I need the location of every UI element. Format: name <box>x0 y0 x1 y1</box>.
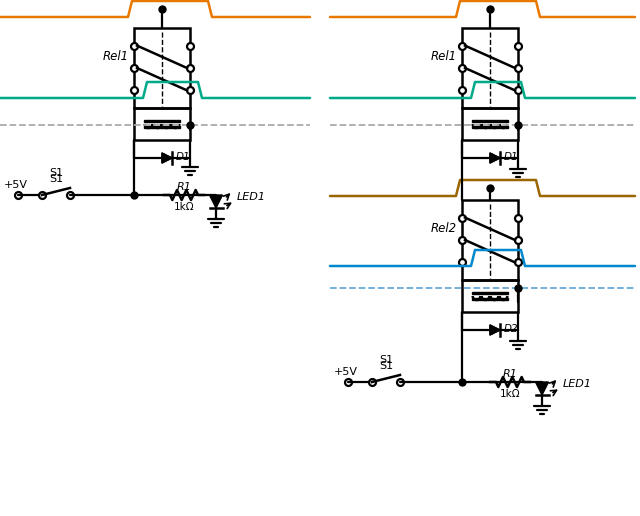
Bar <box>462 280 518 312</box>
Text: LED1: LED1 <box>237 192 266 202</box>
Polygon shape <box>472 298 508 300</box>
Text: D1: D1 <box>504 152 518 162</box>
Polygon shape <box>490 153 500 163</box>
Polygon shape <box>490 325 500 335</box>
Text: 1kΩ: 1kΩ <box>500 389 520 399</box>
Polygon shape <box>144 120 180 122</box>
Text: +5V: +5V <box>334 367 358 377</box>
Text: R1: R1 <box>502 369 517 379</box>
Polygon shape <box>144 126 180 128</box>
Text: Rel1: Rel1 <box>431 50 457 62</box>
Text: +5V: +5V <box>4 180 28 190</box>
Text: S1: S1 <box>49 174 63 184</box>
Polygon shape <box>162 153 172 163</box>
Bar <box>134 28 190 108</box>
Text: LED1: LED1 <box>563 379 591 389</box>
Text: S1: S1 <box>379 361 393 371</box>
Bar <box>462 200 518 280</box>
Polygon shape <box>209 195 223 208</box>
Bar <box>462 28 518 108</box>
Text: S1: S1 <box>49 168 63 178</box>
Text: Rel1: Rel1 <box>103 50 129 62</box>
Text: D1: D1 <box>176 152 191 162</box>
Bar <box>462 108 518 140</box>
Text: Rel2: Rel2 <box>431 221 457 234</box>
Polygon shape <box>472 292 508 294</box>
Polygon shape <box>472 120 508 122</box>
Polygon shape <box>472 126 508 128</box>
Text: S1: S1 <box>379 355 393 365</box>
Text: 1kΩ: 1kΩ <box>173 202 195 212</box>
Bar <box>134 108 190 140</box>
Text: D2: D2 <box>504 324 518 334</box>
Text: R1: R1 <box>177 182 191 192</box>
Polygon shape <box>536 382 548 395</box>
